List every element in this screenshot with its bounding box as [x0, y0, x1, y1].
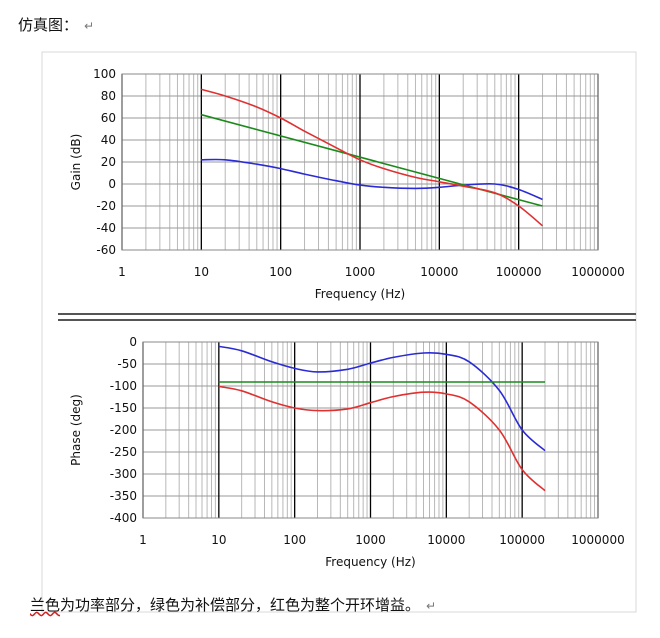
gain-plot-border: [121, 73, 599, 251]
phase-ytick-label: -200: [110, 423, 137, 437]
phase-xtick-label: 1: [139, 533, 147, 547]
gain-ylabel: Gain (dB): [69, 134, 83, 191]
return-mark-icon: ↵: [84, 19, 95, 33]
gain-ytick-label: 40: [101, 133, 116, 147]
gain-series-compensation: [201, 113, 543, 207]
gain-ytick-label: 80: [101, 89, 116, 103]
gain-xlabel: Frequency (Hz): [315, 287, 406, 301]
gain-xtick-label: 100: [269, 265, 292, 279]
caption-return-mark-icon: ↵: [426, 599, 437, 613]
phase-ytick-label: -250: [110, 445, 137, 459]
gain-xtick-label: 100000: [496, 265, 542, 279]
page-heading: 仿真图： ↵: [18, 16, 95, 34]
legend-caption: 兰色为功率部分，绿色为补偿部分，红色为整个开环增益。 ↵: [30, 594, 436, 615]
gain-ytick-label: -40: [96, 221, 116, 235]
gain-ytick-label: 0: [108, 177, 116, 191]
phase-series-power: [218, 345, 546, 452]
gain-series-power: [201, 158, 543, 201]
gain-series-open_loop: [201, 88, 544, 227]
phase-plot-border: [142, 341, 599, 519]
phase-ytick-label: -150: [110, 401, 137, 415]
gain-xtick-label: 1000000: [571, 265, 624, 279]
gain-ytick-label: 20: [101, 155, 116, 169]
phase-xlabel: Frequency (Hz): [325, 555, 416, 569]
phase-xtick-label: 100000: [499, 533, 545, 547]
phase-xtick-label: 1000: [355, 533, 386, 547]
caption-rest: 为功率部分，绿色为补偿部分，红色为整个开环增益。: [60, 596, 421, 614]
figure-frame: [41, 51, 637, 613]
phase-ytick-label: -50: [117, 357, 137, 371]
gain-chart: 100 80 60 40 20 0 -20 -40 -601 10 100 1000 10000 1000…: [69, 67, 625, 301]
gain-ytick-label: 100: [93, 67, 116, 81]
phase-ytick-label: -300: [110, 467, 137, 481]
gain-ytick-label: -60: [96, 243, 116, 257]
phase-xtick-label: 10000: [427, 533, 465, 547]
phase-ytick-label: -100: [110, 379, 137, 393]
phase-ylabel: Phase (deg): [69, 394, 83, 466]
phase-series-open_loop: [218, 385, 546, 492]
caption-blue-word: 兰色: [30, 596, 61, 614]
phase-ytick-label: 0: [129, 335, 137, 349]
gain-xtick-label: 10000: [420, 265, 458, 279]
phase-xtick-label: 10: [211, 533, 226, 547]
gain-xtick-label: 10: [194, 265, 209, 279]
gain-xtick-label: 1: [118, 265, 126, 279]
phase-xtick-label: 1000000: [571, 533, 624, 547]
gain-xtick-label: 1000: [345, 265, 376, 279]
phase-ytick-label: -350: [110, 489, 137, 503]
phase-xtick-label: 100: [283, 533, 306, 547]
phase-ytick-label: -400: [110, 511, 137, 525]
gain-ytick-label: 60: [101, 111, 116, 125]
gain-ytick-label: -20: [96, 199, 116, 213]
